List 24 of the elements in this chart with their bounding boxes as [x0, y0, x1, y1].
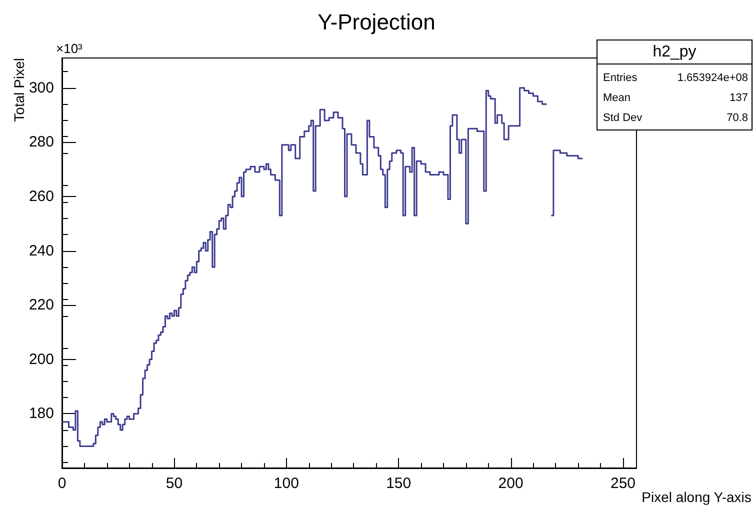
x-tick-label: 50 [166, 475, 183, 492]
x-tick-label: 100 [274, 475, 299, 492]
chart-title: Y-Projection [318, 10, 436, 34]
text: 137 [730, 92, 748, 104]
x-tick-label: 0 [58, 475, 66, 492]
y-tick-label: 200 [28, 350, 54, 368]
text: 70.8 [726, 112, 748, 124]
annotation: Std Dev [603, 112, 643, 124]
y-tick-label: 180 [28, 405, 54, 422]
x-tick-label: 250 [610, 475, 636, 492]
x-tick-label: 150 [386, 475, 412, 492]
text: ×10³ [56, 41, 84, 56]
text: 1.653924e+08 [677, 72, 748, 84]
text: h2_py [652, 44, 696, 60]
annotation: Mean [603, 92, 631, 104]
x-tick-label: 200 [498, 475, 524, 492]
annotation: Entries [603, 72, 638, 84]
y-tick-label: 300 [28, 79, 54, 96]
y-tick-label: 240 [28, 242, 54, 260]
y-tick-label: 260 [28, 188, 54, 205]
y-tick-label: 280 [28, 134, 54, 151]
y-tick-label: 220 [28, 296, 54, 314]
y-axis-title: Total Pixel [11, 58, 27, 122]
x-axis-title: Pixel along Y-axis [642, 489, 752, 505]
